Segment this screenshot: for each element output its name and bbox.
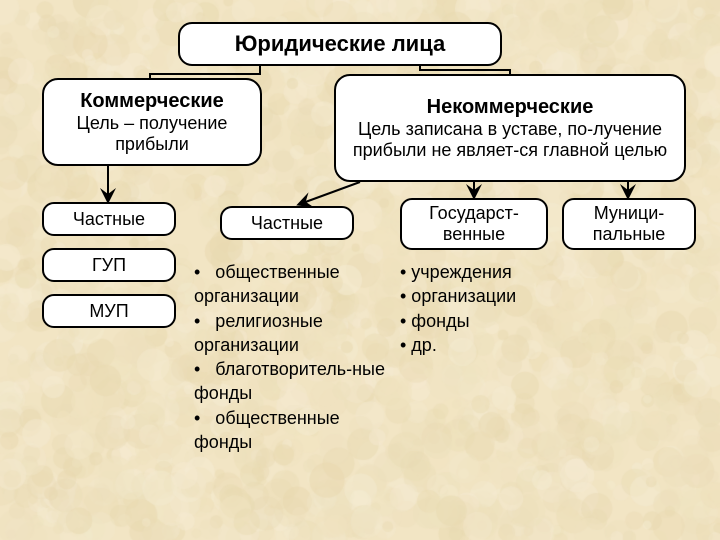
bullet-item: • др. [400,333,560,357]
node-comm-child-0: Частные [42,202,176,236]
node-comm-child-1: ГУП [42,248,176,282]
node-commercial-title: Коммерческие [80,90,224,113]
bullet-item: • фонды [400,309,560,333]
node-root: Юридические лица [178,22,502,66]
node-commercial-subtitle: Цель – получение прибыли [52,113,252,155]
bullet-item: • религиозные организации [194,309,394,358]
diagram-content: Юридические лица Коммерческие Цель – пол… [0,0,720,540]
node-noncomm-child-2: Муници-пальные [562,198,696,250]
node-noncommercial-subtitle: Цель записана в уставе, по-лучение прибы… [344,119,676,161]
bullet-item: • организации [400,284,560,308]
node-noncommercial: Некоммерческие Цель записана в уставе, п… [334,74,686,182]
node-root-title: Юридические лица [235,31,446,57]
bullet-item: • общественные фонды [194,406,394,455]
bullet-item: • благотворитель-ные фонды [194,357,394,406]
node-comm-child-2: МУП [42,294,176,328]
node-noncomm-child-1: Государст-венные [400,198,548,250]
node-noncomm-child-0: Частные [220,206,354,240]
bullet-list-private-nc: • общественные организации• религиозные … [194,260,394,454]
bullet-item: • общественные организации [194,260,394,309]
bullet-list-gov-nc: • учреждения• организации• фонды• др. [400,260,560,357]
bullet-item: • учреждения [400,260,560,284]
node-noncommercial-title: Некоммерческие [427,96,594,119]
node-commercial: Коммерческие Цель – получение прибыли [42,78,262,166]
